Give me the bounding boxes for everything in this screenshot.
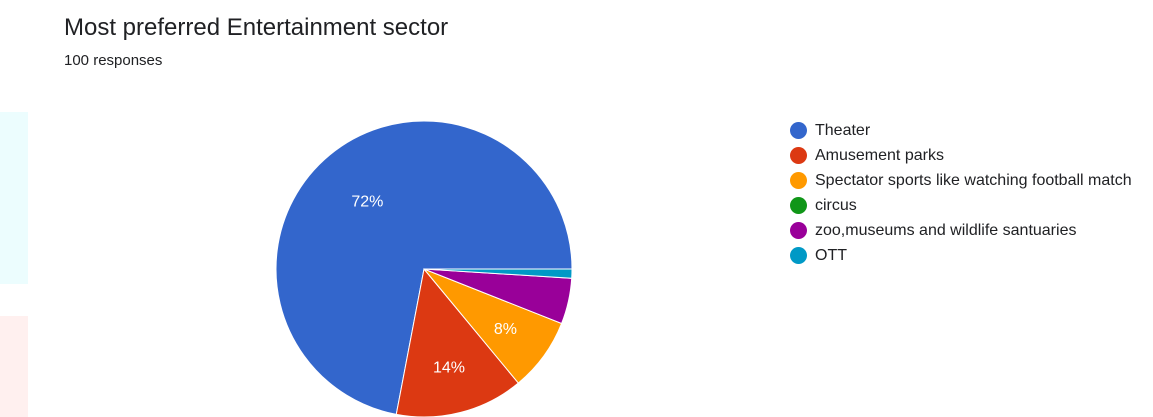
legend-label: zoo,museums and wildlife santuaries xyxy=(815,222,1077,239)
slice-label: 14% xyxy=(433,359,465,376)
chart-legend: Theater Amusement parks Spectator sports l… xyxy=(790,120,1150,270)
legend-item[interactable]: Spectator sports like watching football … xyxy=(790,170,1150,191)
left-edge-strip-pink xyxy=(0,316,28,417)
legend-item[interactable]: OTT xyxy=(790,245,1150,266)
pie-slice-ott[interactable] xyxy=(423,268,573,279)
slice-label: 72% xyxy=(351,194,383,211)
legend-label: Theater xyxy=(815,122,871,139)
response-count: 100 responses xyxy=(64,52,163,69)
chart-title: Most preferred Entertainment sector xyxy=(64,14,449,41)
legend-swatch-icon xyxy=(790,247,807,264)
legend-item[interactable]: circus xyxy=(790,195,1150,216)
pie-slice-theater[interactable] xyxy=(275,120,573,415)
pie-slice-amusement-parks[interactable] xyxy=(395,267,520,417)
legend-label: Amusement parks xyxy=(815,147,944,164)
legend-label: Spectator sports like watching football … xyxy=(815,172,1132,189)
legend-swatch-icon xyxy=(790,222,807,239)
legend-label: circus xyxy=(815,197,857,214)
legend-swatch-icon xyxy=(790,197,807,214)
slice-label: 8% xyxy=(494,321,517,338)
legend-item[interactable]: zoo,museums and wildlife santuaries xyxy=(790,220,1150,241)
left-edge-strip-cyan xyxy=(0,112,28,284)
legend-swatch-icon xyxy=(790,147,807,164)
legend-item[interactable]: Amusement parks xyxy=(790,145,1150,166)
legend-item[interactable]: Theater xyxy=(790,120,1150,141)
legend-swatch-icon xyxy=(790,122,807,139)
legend-label: OTT xyxy=(815,247,847,264)
legend-swatch-icon xyxy=(790,172,807,189)
